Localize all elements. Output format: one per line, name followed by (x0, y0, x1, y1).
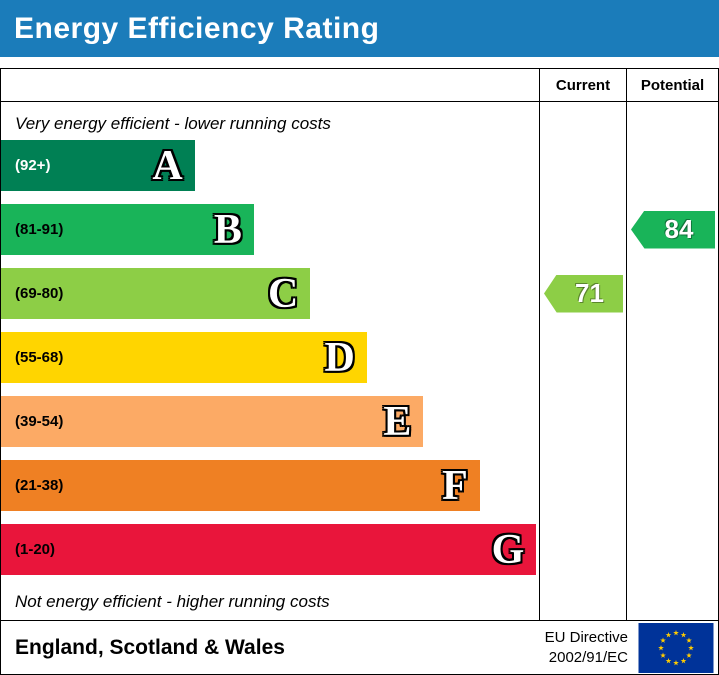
current-pointer: 71 (544, 274, 623, 313)
title-banner: Energy Efficiency Rating (0, 0, 719, 57)
eu-directive-line1: EU Directive (544, 629, 628, 646)
band-range-b: (81-91) (15, 221, 64, 238)
band-bar-d: (55-68) D (1, 332, 367, 383)
band-row-d: (55-68) D (1, 332, 539, 396)
potential-column-header: Potential (626, 69, 718, 101)
band-bar-c: (69-80) C (1, 268, 311, 319)
band-letter-g: G (491, 526, 525, 573)
band-bar-a: (92+) A (1, 140, 195, 191)
top-note: Very energy efficient - lower running co… (15, 114, 331, 133)
band-letter-d: D (324, 334, 355, 381)
current-column-header: Current (539, 69, 626, 101)
band-range-c: (69-80) (15, 285, 64, 302)
band-letter-f: F (442, 462, 468, 509)
band-letter-b: B (213, 206, 242, 253)
page-title: Energy Efficiency Rating (14, 11, 380, 45)
potential-column: 84 (626, 102, 718, 620)
band-letter-e: E (383, 398, 412, 445)
chart-header-row: Current Potential (1, 69, 718, 102)
band-letter-a: A (152, 142, 183, 189)
current-rating-value: 71 (575, 278, 604, 308)
band-row-g: (1-20) G (1, 524, 539, 588)
header-spacer (1, 69, 539, 101)
bottom-note: Not energy efficient - higher running co… (15, 592, 330, 611)
band-bar-e: (39-54) E (1, 396, 424, 447)
band-range-e: (39-54) (15, 413, 64, 430)
band-range-f: (21-38) (15, 477, 64, 494)
bands-area: Very energy efficient - lower running co… (1, 102, 539, 620)
band-row-f: (21-38) F (1, 460, 539, 524)
band-letter-c: C (268, 270, 299, 317)
band-bar-f: (21-38) F (1, 460, 480, 511)
band-row-a: (92+) A (1, 140, 539, 204)
region-label: England, Scotland & Wales (15, 635, 285, 659)
band-range-g: (1-20) (15, 541, 56, 558)
eu-directive-label: EU Directive 2002/91/EC (545, 628, 628, 667)
band-bar-b: (81-91) B (1, 204, 254, 255)
potential-rating-value: 84 (664, 214, 694, 244)
rating-chart: Current Potential Very energy efficient … (0, 68, 719, 675)
band-bar-g: (1-20) G (1, 524, 537, 575)
chart-body: Very energy efficient - lower running co… (1, 102, 718, 620)
band-range-d: (55-68) (15, 349, 64, 366)
band-row-c: (69-80) C (1, 268, 539, 332)
chart-footer: England, Scotland & Wales EU Directive 2… (1, 620, 718, 674)
band-row-b: (81-91) B (1, 204, 539, 268)
eu-directive-line2: 2002/91/EC (548, 648, 628, 666)
eu-flag-icon (638, 622, 714, 673)
band-range-a: (92+) (15, 157, 51, 174)
current-column: 71 (539, 102, 626, 620)
potential-pointer: 84 (631, 210, 715, 249)
band-row-e: (39-54) E (1, 396, 539, 460)
